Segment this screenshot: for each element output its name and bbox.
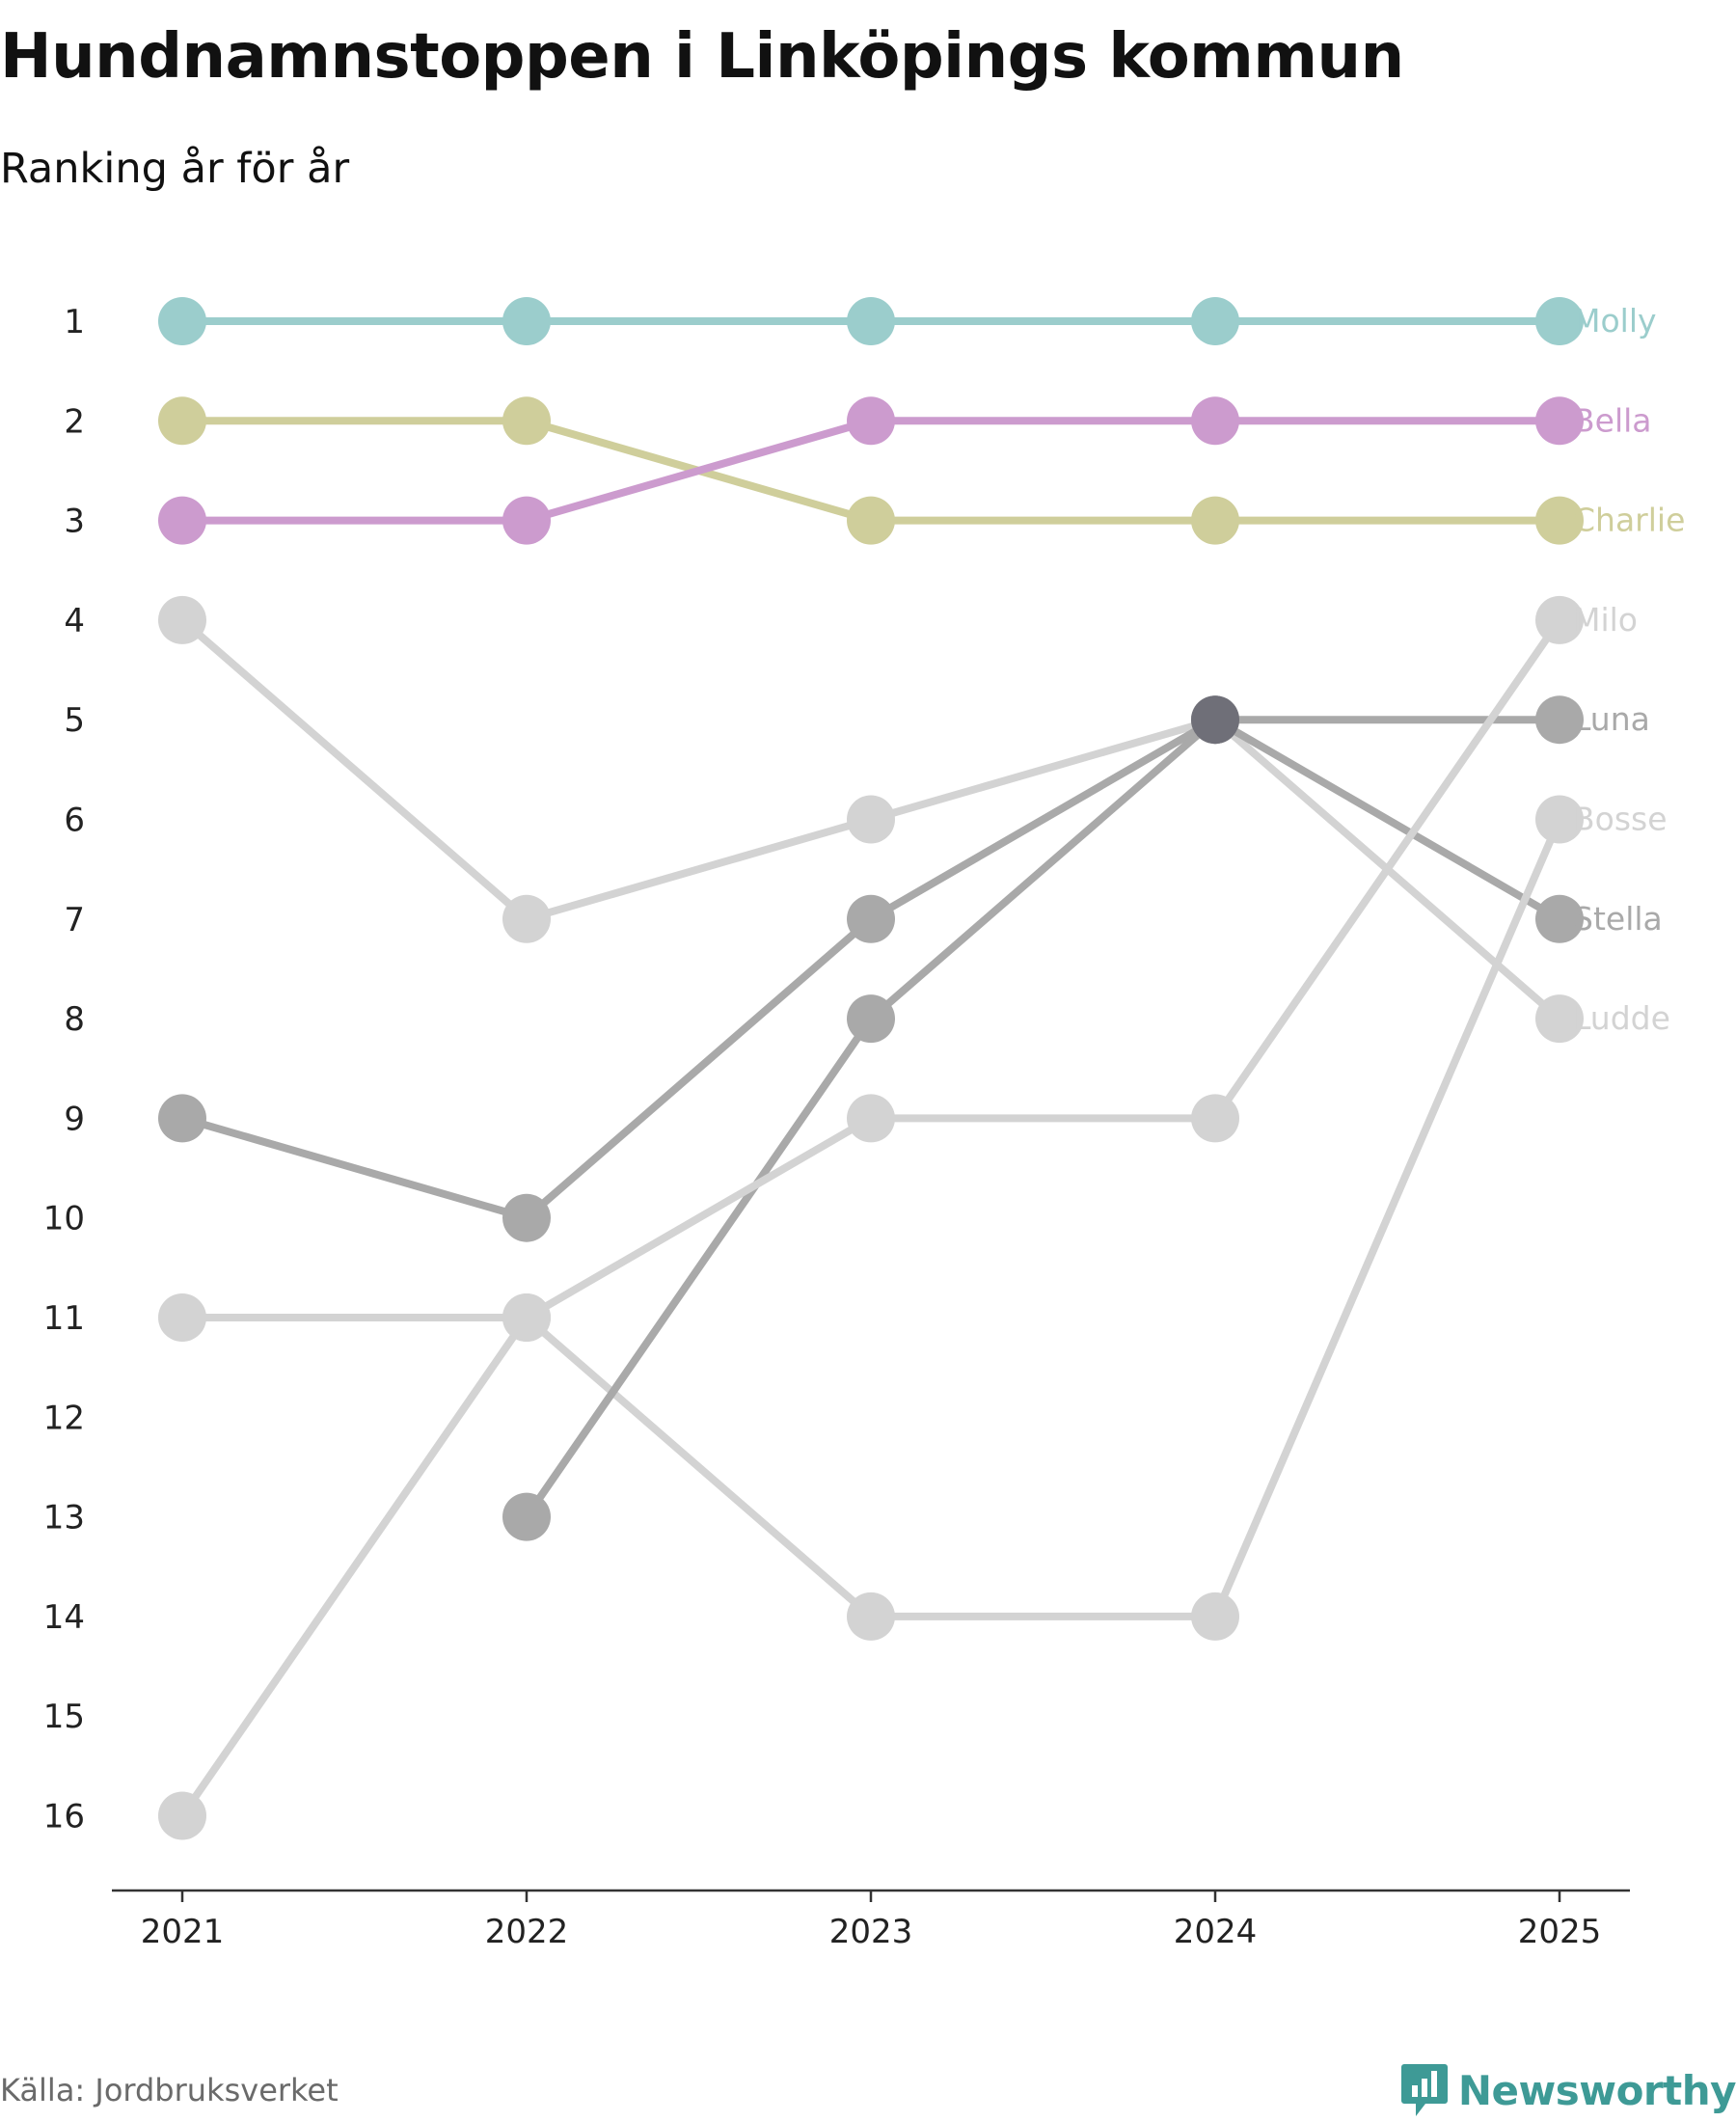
source-note: Källa: Jordbruksverket — [0, 2072, 339, 2108]
data-point-ludde[interactable] — [158, 595, 206, 644]
series-label-luna: Luna — [1573, 700, 1650, 738]
data-point-bosse[interactable] — [158, 1293, 206, 1342]
brand-name: Newsworthy — [1457, 2066, 1736, 2114]
data-point-bella[interactable] — [158, 496, 206, 545]
data-point-charlie[interactable] — [1535, 496, 1584, 545]
y-tick-label: 13 — [43, 1499, 85, 1537]
y-tick-label: 12 — [43, 1399, 85, 1437]
x-tick-label: 2024 — [1174, 1913, 1258, 1951]
data-point-bella[interactable] — [1535, 396, 1584, 446]
y-tick-label: 8 — [64, 1000, 85, 1039]
data-point-bella[interactable] — [1191, 396, 1239, 446]
y-tick-label: 10 — [43, 1200, 85, 1238]
data-point-milo[interactable] — [847, 1094, 895, 1143]
data-point-milo[interactable] — [1535, 595, 1584, 644]
overlap-point[interactable] — [1191, 695, 1239, 745]
data-point-bella[interactable] — [847, 396, 895, 446]
series-lines — [178, 317, 1563, 1820]
series-label-stella: Stella — [1573, 900, 1663, 938]
y-tick-label: 7 — [64, 901, 85, 939]
y-tick-label: 11 — [43, 1299, 85, 1338]
y-tick-label: 1 — [64, 303, 85, 341]
y-tick-label: 9 — [64, 1100, 85, 1138]
data-point-charlie[interactable] — [502, 396, 551, 446]
y-tick-label: 14 — [43, 1598, 85, 1637]
x-tick-label: 2023 — [829, 1913, 913, 1951]
x-tick-label: 2021 — [141, 1913, 225, 1951]
series-label-milo: Milo — [1573, 601, 1638, 639]
data-point-bosse[interactable] — [847, 1592, 895, 1641]
data-point-luna[interactable] — [1535, 695, 1584, 745]
x-tick-label: 2022 — [485, 1913, 569, 1951]
y-tick-label: 5 — [64, 701, 85, 740]
data-point-molly[interactable] — [502, 297, 551, 345]
newsworthy-logo-icon — [1400, 2064, 1448, 2116]
y-tick-label: 2 — [64, 402, 85, 441]
data-point-milo[interactable] — [502, 1293, 551, 1342]
brand: Newsworthy — [1400, 2062, 1736, 2118]
y-tick-label: 3 — [64, 503, 85, 541]
data-point-charlie[interactable] — [158, 396, 206, 446]
series-label-bosse: Bosse — [1573, 801, 1668, 838]
data-point-bosse[interactable] — [1191, 1592, 1239, 1641]
data-point-stella[interactable] — [1535, 894, 1584, 943]
data-point-milo[interactable] — [158, 1791, 206, 1840]
data-point-stella[interactable] — [847, 894, 895, 943]
series-line-luna — [523, 716, 1563, 1521]
data-point-molly[interactable] — [158, 297, 206, 345]
data-point-milo[interactable] — [1191, 1094, 1239, 1143]
data-point-charlie[interactable] — [1191, 496, 1239, 545]
data-point-molly[interactable] — [847, 297, 895, 345]
data-point-stella[interactable] — [502, 1193, 551, 1242]
data-point-stella[interactable] — [158, 1094, 206, 1143]
data-point-ludde[interactable] — [502, 894, 551, 943]
series-label-ludde: Ludde — [1573, 999, 1670, 1037]
data-point-charlie[interactable] — [847, 496, 895, 545]
series-label-molly: Molly — [1573, 302, 1657, 340]
data-point-bella[interactable] — [502, 496, 551, 545]
series-labels: Molly Bella Charlie Milo Luna Bosse Stella Ludd… — [1573, 302, 1685, 1037]
data-point-luna[interactable] — [847, 994, 895, 1044]
data-point-molly[interactable] — [1191, 297, 1239, 345]
series-label-bella: Bella — [1573, 401, 1652, 439]
y-tick-label: 6 — [64, 802, 85, 840]
data-point-molly[interactable] — [1535, 297, 1584, 345]
data-point-bosse[interactable] — [1535, 795, 1584, 844]
x-axis: 2021 2022 2023 2024 2025 — [141, 1891, 1602, 1951]
y-tick-label: 16 — [43, 1798, 85, 1836]
data-point-luna[interactable] — [502, 1492, 551, 1541]
x-tick-label: 2025 — [1518, 1913, 1602, 1951]
series-points — [158, 297, 1584, 1840]
series-label-charlie: Charlie — [1573, 502, 1685, 539]
data-point-ludde[interactable] — [1535, 994, 1584, 1044]
y-tick-label: 4 — [64, 602, 85, 640]
chart-subtitle: Ranking år för år — [0, 145, 350, 193]
y-tick-label: 15 — [43, 1698, 85, 1736]
data-point-ludde[interactable] — [847, 795, 895, 844]
chart-title: Hundnamnstoppen i Linköpings kommun — [0, 21, 1404, 93]
